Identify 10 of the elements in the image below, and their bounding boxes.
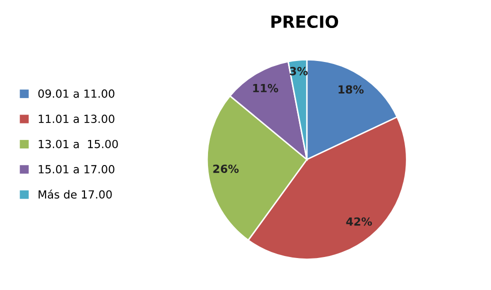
legend-label: Más de 17.00 — [38, 190, 112, 199]
data-label: 26% — [213, 164, 239, 173]
legend-label: 13.01 a 15.00 — [38, 140, 118, 148]
data-label: 18% — [338, 85, 364, 94]
legend-label: 11.01 a 13.00 — [38, 114, 114, 124]
chart-title: PRECIO — [271, 15, 338, 28]
data-label: 11% — [253, 84, 278, 92]
legend-label: 09.01 a 11.00 — [38, 89, 114, 98]
data-label: 42% — [346, 217, 372, 226]
legend-label: 15.01 a 17.00 — [38, 165, 114, 174]
